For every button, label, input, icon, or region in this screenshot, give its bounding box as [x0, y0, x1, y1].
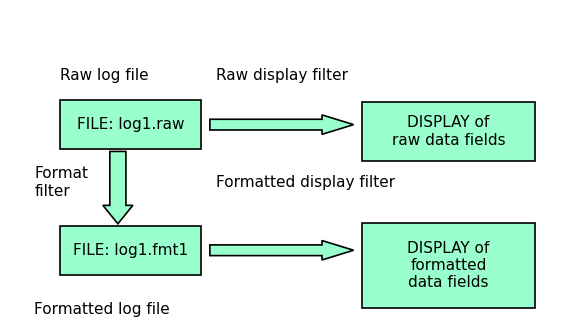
FancyBboxPatch shape: [362, 102, 535, 161]
Text: Raw log file: Raw log file: [60, 68, 149, 83]
Text: FILE: log1.raw: FILE: log1.raw: [77, 117, 185, 132]
FancyBboxPatch shape: [60, 226, 201, 275]
Text: DISPLAY of
formatted
data fields: DISPLAY of formatted data fields: [407, 241, 490, 290]
Polygon shape: [210, 115, 354, 134]
Text: Formatted log file: Formatted log file: [34, 303, 170, 317]
Text: DISPLAY of
raw data fields: DISPLAY of raw data fields: [392, 115, 505, 148]
Polygon shape: [210, 241, 354, 260]
Text: Raw display filter: Raw display filter: [216, 68, 348, 83]
Text: FILE: log1.fmt1: FILE: log1.fmt1: [73, 243, 189, 258]
Polygon shape: [103, 151, 133, 224]
Text: Format
filter: Format filter: [34, 166, 89, 199]
Text: Formatted display filter: Formatted display filter: [216, 175, 395, 190]
FancyBboxPatch shape: [60, 100, 201, 149]
FancyBboxPatch shape: [362, 223, 535, 308]
